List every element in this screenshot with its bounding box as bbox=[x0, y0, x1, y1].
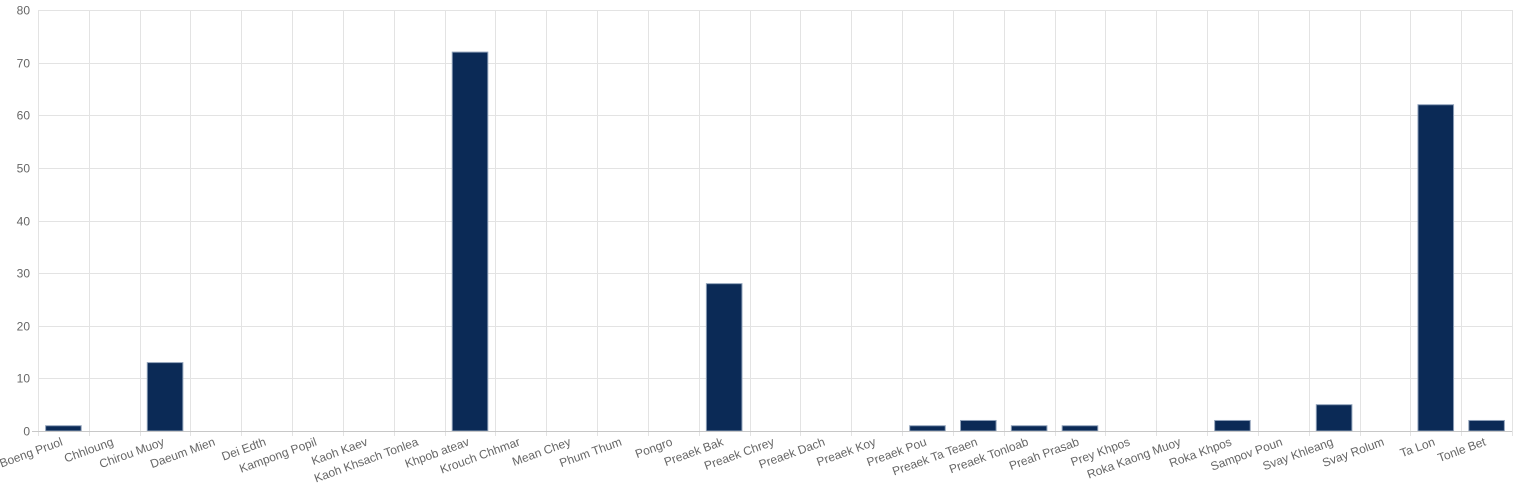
bar-tonle-bet[interactable] bbox=[1468, 419, 1505, 432]
bar-preaek-pou[interactable] bbox=[909, 425, 946, 432]
y-tick-label: 40 bbox=[17, 215, 31, 229]
y-tick-label: 0 bbox=[23, 425, 30, 439]
bar-boeng-pruol[interactable] bbox=[45, 425, 82, 432]
x-tick-label: Ta Lon bbox=[1398, 435, 1437, 460]
y-tick-label: 20 bbox=[17, 320, 31, 334]
bar-chirou-muoy[interactable] bbox=[146, 362, 184, 432]
x-tick-label: Boeng Pruol bbox=[0, 435, 64, 471]
y-tick-label: 30 bbox=[17, 267, 31, 281]
bar-preaek-ta-teaen[interactable] bbox=[960, 419, 997, 432]
y-tick-label: 10 bbox=[17, 372, 31, 386]
bar-preaek-bak[interactable] bbox=[705, 283, 743, 432]
bar-preaek-tonloab[interactable] bbox=[1010, 425, 1048, 432]
y-tick-label: 60 bbox=[17, 109, 31, 123]
x-tick-label: Tonle Bet bbox=[1436, 434, 1488, 464]
bar-preah-prasab[interactable] bbox=[1061, 425, 1099, 432]
y-tick-label: 80 bbox=[17, 4, 31, 18]
bar-svay-khleang[interactable] bbox=[1315, 404, 1353, 432]
y-tick-label: 50 bbox=[17, 162, 31, 176]
grid-layer bbox=[38, 10, 1513, 436]
bar-khpob-ateav[interactable] bbox=[451, 51, 489, 432]
bars-layer bbox=[45, 51, 1505, 432]
bar-roka-khpos[interactable] bbox=[1214, 419, 1251, 432]
bar-ta-lon[interactable] bbox=[1417, 104, 1455, 432]
y-tick-labels: 0 10 20 30 40 50 60 70 80 bbox=[17, 4, 31, 439]
y-tick-label: 70 bbox=[17, 57, 31, 71]
